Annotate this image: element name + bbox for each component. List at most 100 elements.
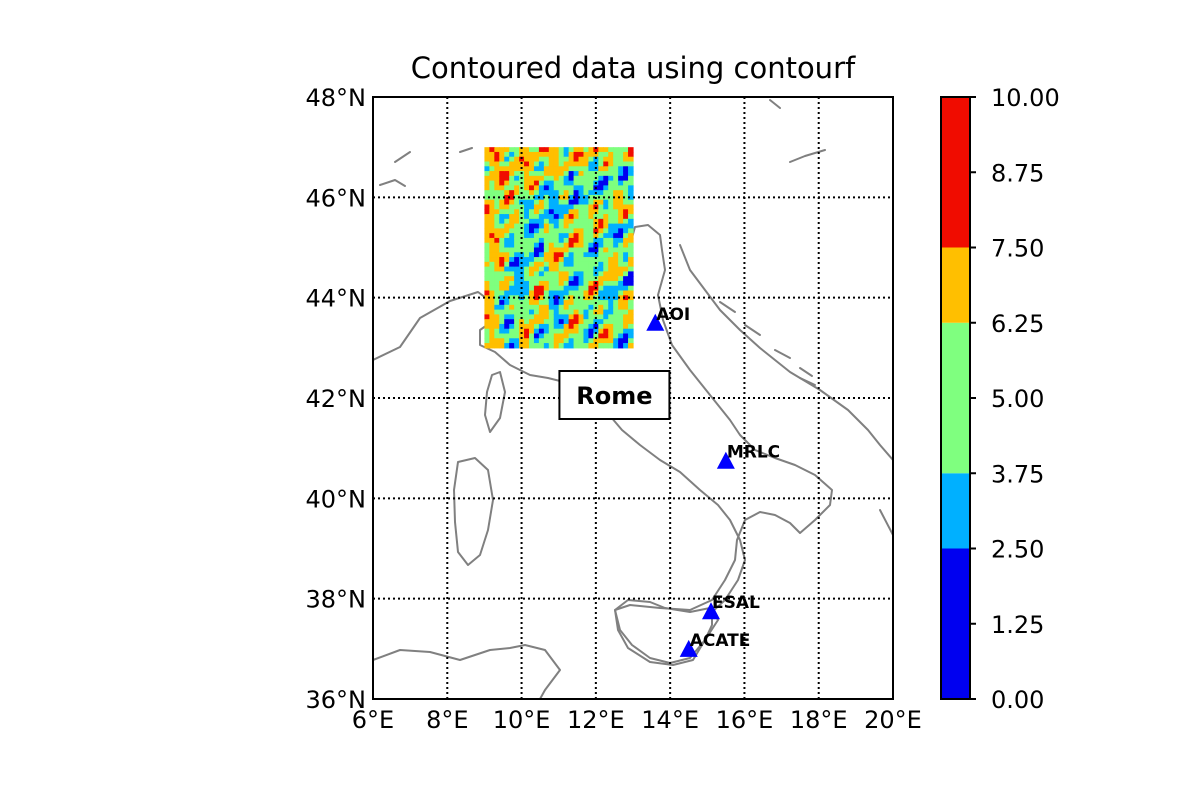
contour-cell <box>494 151 500 158</box>
x-tick-label: 18°E <box>790 706 848 734</box>
contour-cell <box>499 323 505 330</box>
coast-lakes <box>379 99 893 536</box>
coast-corsica <box>484 371 506 433</box>
contour-cell <box>533 295 540 301</box>
contour-cell <box>558 304 565 311</box>
contour-cell <box>484 228 490 234</box>
contour-cell <box>623 276 629 282</box>
contour-cell <box>598 199 604 206</box>
contour-cell <box>563 295 570 301</box>
contour-cell <box>608 204 614 210</box>
contour-cell <box>608 166 614 172</box>
contour-cell <box>543 247 550 253</box>
contour-cell <box>623 209 629 215</box>
contour-cell <box>524 151 530 158</box>
contour-cell <box>558 271 565 277</box>
contour-cell <box>588 300 594 306</box>
contour-cell <box>484 190 490 196</box>
contour-cell <box>533 175 540 182</box>
contour-cell <box>514 257 520 263</box>
contour-cell <box>623 309 629 315</box>
contour-cell <box>603 285 609 292</box>
contour-cell <box>623 290 629 296</box>
contour-cell <box>538 199 545 206</box>
contour-cell <box>593 261 599 268</box>
contour-cell <box>494 204 500 210</box>
contour-cell <box>543 280 550 287</box>
contour-cell <box>608 171 614 177</box>
contour-cell <box>499 147 505 153</box>
contour-cell <box>489 237 495 244</box>
contour-cell <box>558 204 565 210</box>
contour-cell <box>553 233 560 239</box>
contour-cell <box>484 185 490 191</box>
contour-cell <box>504 280 510 287</box>
contour-cell <box>618 333 624 339</box>
contour-cell <box>583 228 590 234</box>
contour-cell <box>514 247 520 253</box>
contour-cell <box>578 261 585 268</box>
x-tick-label: 20°E <box>864 706 922 734</box>
contour-cell <box>529 252 535 258</box>
contour-cell <box>514 314 520 320</box>
contour-cell <box>509 204 515 210</box>
contour-cell <box>489 156 495 163</box>
contour-cell <box>543 304 550 311</box>
contour-cell <box>573 276 580 282</box>
contour-cell <box>628 156 634 163</box>
contour-cell <box>568 237 575 244</box>
contour-cell <box>489 295 495 301</box>
contour-cell <box>538 171 545 177</box>
contour-cell <box>603 304 609 311</box>
contour-cell <box>533 194 540 201</box>
contour-cell <box>543 319 550 325</box>
contour-cell <box>489 304 495 311</box>
contour-cell <box>593 237 599 244</box>
contour-cell <box>543 271 550 277</box>
contour-cell <box>568 319 575 325</box>
contour-cell <box>578 242 585 249</box>
contour-cell <box>608 180 614 186</box>
contour-cell <box>573 237 580 244</box>
contour-cell <box>563 333 570 339</box>
contour-cell <box>553 261 560 268</box>
contour-cell <box>484 323 490 330</box>
contour-cell <box>598 309 604 315</box>
contour-cell <box>553 333 560 339</box>
contour-cell <box>489 252 495 258</box>
contour-cell <box>628 247 634 253</box>
contour-cell <box>618 271 624 277</box>
contour-cell <box>553 223 560 229</box>
contour-cell <box>524 328 530 335</box>
contour-cell <box>608 237 614 244</box>
contour-cell <box>623 314 629 320</box>
contour-cell <box>603 323 609 330</box>
contour-cell <box>593 156 599 163</box>
contour-cell <box>548 290 555 296</box>
contour-cell <box>548 338 555 344</box>
contour-cell <box>509 343 515 349</box>
contour-cell <box>598 261 604 268</box>
contour-cell <box>568 161 575 167</box>
contour-cell <box>489 285 495 292</box>
x-tick-label: 10°E <box>493 706 551 734</box>
contour-cell <box>524 290 530 296</box>
contour-cell <box>568 295 575 301</box>
contour-cell <box>514 266 520 272</box>
contour-cell <box>623 175 629 182</box>
contour-cell <box>538 175 545 182</box>
contour-cell <box>608 309 614 315</box>
contour-cell <box>578 319 585 325</box>
contour-cell <box>533 266 540 272</box>
contour-cell <box>613 151 619 158</box>
contour-cell <box>524 242 530 249</box>
contour-cell <box>538 338 545 344</box>
contour-cell <box>509 285 515 292</box>
contour-cell <box>489 290 495 296</box>
contour-cell <box>608 295 614 301</box>
contour-cell <box>598 175 604 182</box>
contour-cell <box>529 338 535 344</box>
contour-cell <box>499 271 505 277</box>
contour-cell <box>563 151 570 158</box>
contour-cell <box>603 261 609 268</box>
